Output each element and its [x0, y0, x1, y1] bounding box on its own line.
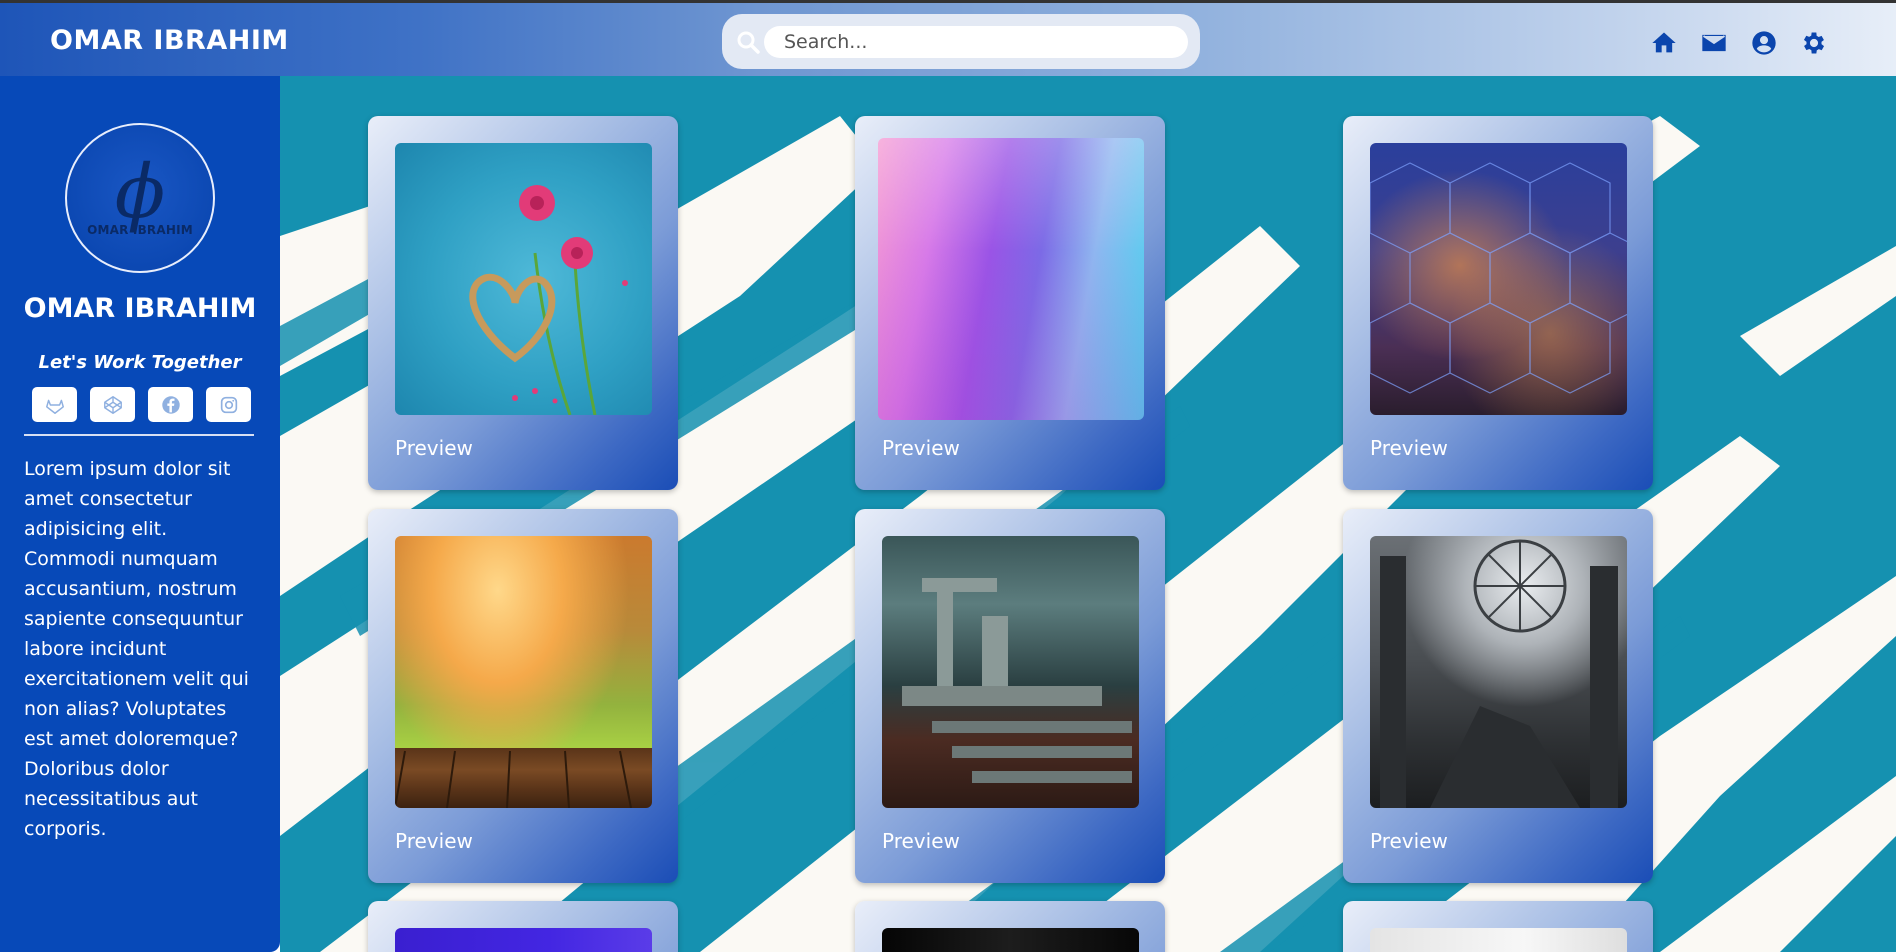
gitlab-icon: [45, 399, 64, 414]
instagram-icon: [220, 396, 237, 413]
gallery-area: Preview Preview Preview: [280, 76, 1896, 952]
preview-link[interactable]: Preview: [1370, 436, 1448, 460]
hexagon-grid: [1370, 162, 1627, 394]
card-image[interactable]: [882, 928, 1139, 952]
wood-planks: [395, 750, 632, 808]
window-top-border: [0, 0, 1896, 3]
top-navbar: OMAR IBRAHIM: [0, 3, 1896, 76]
card-image[interactable]: [878, 138, 1144, 420]
nav-icons: [1648, 27, 1830, 59]
preview-link[interactable]: Preview: [882, 829, 960, 853]
gallery-card[interactable]: [855, 901, 1165, 952]
card-image[interactable]: [395, 536, 652, 808]
avatar: ϕ OMAR IBRAHIM: [65, 123, 215, 273]
preview-link[interactable]: Preview: [1370, 829, 1448, 853]
card-image[interactable]: [882, 536, 1139, 808]
gitlab-link[interactable]: [32, 387, 77, 422]
hall-illustration: [1380, 539, 1618, 808]
card-image[interactable]: [1370, 928, 1627, 952]
gallery-card[interactable]: Preview: [368, 116, 678, 490]
gallery-card[interactable]: [1343, 901, 1653, 952]
account-icon[interactable]: [1748, 27, 1780, 59]
ruins-illustration: [902, 578, 1132, 783]
gallery-card[interactable]: [368, 901, 678, 952]
facebook-icon: [161, 395, 180, 414]
instagram-link[interactable]: [206, 387, 251, 422]
sidebar-divider: [24, 434, 254, 436]
profile-description: Lorem ipsum dolor sit amet consectetur a…: [24, 458, 249, 840]
sidebar: ϕ OMAR IBRAHIM OMAR IBRAHIM Let's Work T…: [0, 76, 280, 952]
gallery-card[interactable]: Preview: [1343, 509, 1653, 883]
profile-name: OMAR IBRAHIM: [23, 293, 257, 324]
settings-icon[interactable]: [1798, 27, 1830, 59]
flowers-illustration: [469, 185, 628, 415]
profile-tagline: Let's Work Together: [38, 352, 242, 373]
codepen-icon: [103, 395, 122, 414]
social-links: [32, 387, 251, 422]
avatar-logo-text: OMAR IBRAHIM: [87, 223, 193, 237]
card-image[interactable]: [395, 143, 652, 415]
preview-link[interactable]: Preview: [882, 436, 960, 460]
search-bar: [722, 14, 1200, 69]
codepen-link[interactable]: [90, 387, 135, 422]
preview-link[interactable]: Preview: [395, 829, 473, 853]
brand-title[interactable]: OMAR IBRAHIM: [50, 25, 289, 56]
gallery-card[interactable]: Preview: [855, 116, 1165, 490]
mail-icon[interactable]: [1698, 27, 1730, 59]
facebook-link[interactable]: [148, 387, 193, 422]
home-icon[interactable]: [1648, 27, 1680, 59]
card-image[interactable]: [1370, 143, 1627, 415]
avatar-logo-symbol: ϕ: [114, 149, 166, 235]
preview-link[interactable]: Preview: [395, 436, 473, 460]
gallery-card[interactable]: Preview: [855, 509, 1165, 883]
card-image[interactable]: [1370, 536, 1627, 808]
search-icon[interactable]: [736, 30, 760, 54]
gallery-card[interactable]: Preview: [1343, 116, 1653, 490]
gallery-card[interactable]: Preview: [368, 509, 678, 883]
card-image[interactable]: [395, 928, 652, 952]
search-input[interactable]: [764, 26, 1188, 58]
